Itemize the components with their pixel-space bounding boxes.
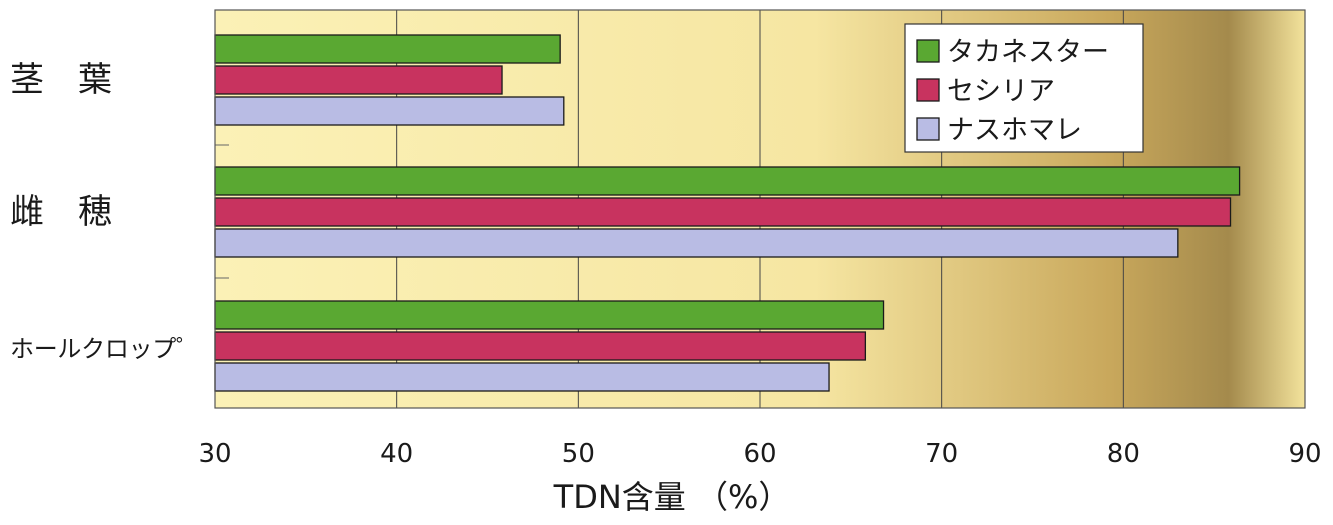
bar: [214, 300, 885, 330]
legend-label: ナスホマレ: [947, 115, 1082, 146]
bar: [214, 166, 1241, 196]
legend-label: タカネスター: [947, 37, 1109, 68]
legend-box: [904, 23, 1144, 153]
bars: [214, 34, 1241, 392]
bar: [214, 331, 867, 361]
x-axis-title: TDN含量 （%）: [553, 478, 791, 516]
plot-border: [214, 9, 1306, 409]
x-tick-labels: 30 40 50 60 70 80 90: [198, 439, 1321, 469]
x-tick-label: 30: [198, 439, 231, 469]
x-tick-label: 60: [743, 439, 776, 469]
legend-swatch: [916, 117, 940, 141]
category-label: 茎 葉: [10, 60, 112, 100]
bar: [214, 362, 830, 392]
x-tick-label: 50: [562, 439, 595, 469]
x-tick-label: 90: [1288, 439, 1321, 469]
x-tick-label: 70: [925, 439, 958, 469]
legend-swatch: [916, 78, 940, 102]
category-label: 雌 穂: [10, 192, 112, 232]
bar: [214, 96, 565, 126]
legend-label: セシリア: [947, 76, 1055, 107]
category-label: ホールクロップ゜: [10, 335, 200, 363]
bar: [214, 228, 1179, 258]
x-tick-label: 80: [1107, 439, 1140, 469]
legend-swatch: [916, 39, 940, 63]
x-tick-label: 40: [380, 439, 413, 469]
bar: [214, 65, 503, 95]
bar: [214, 197, 1232, 227]
bar: [214, 34, 561, 64]
